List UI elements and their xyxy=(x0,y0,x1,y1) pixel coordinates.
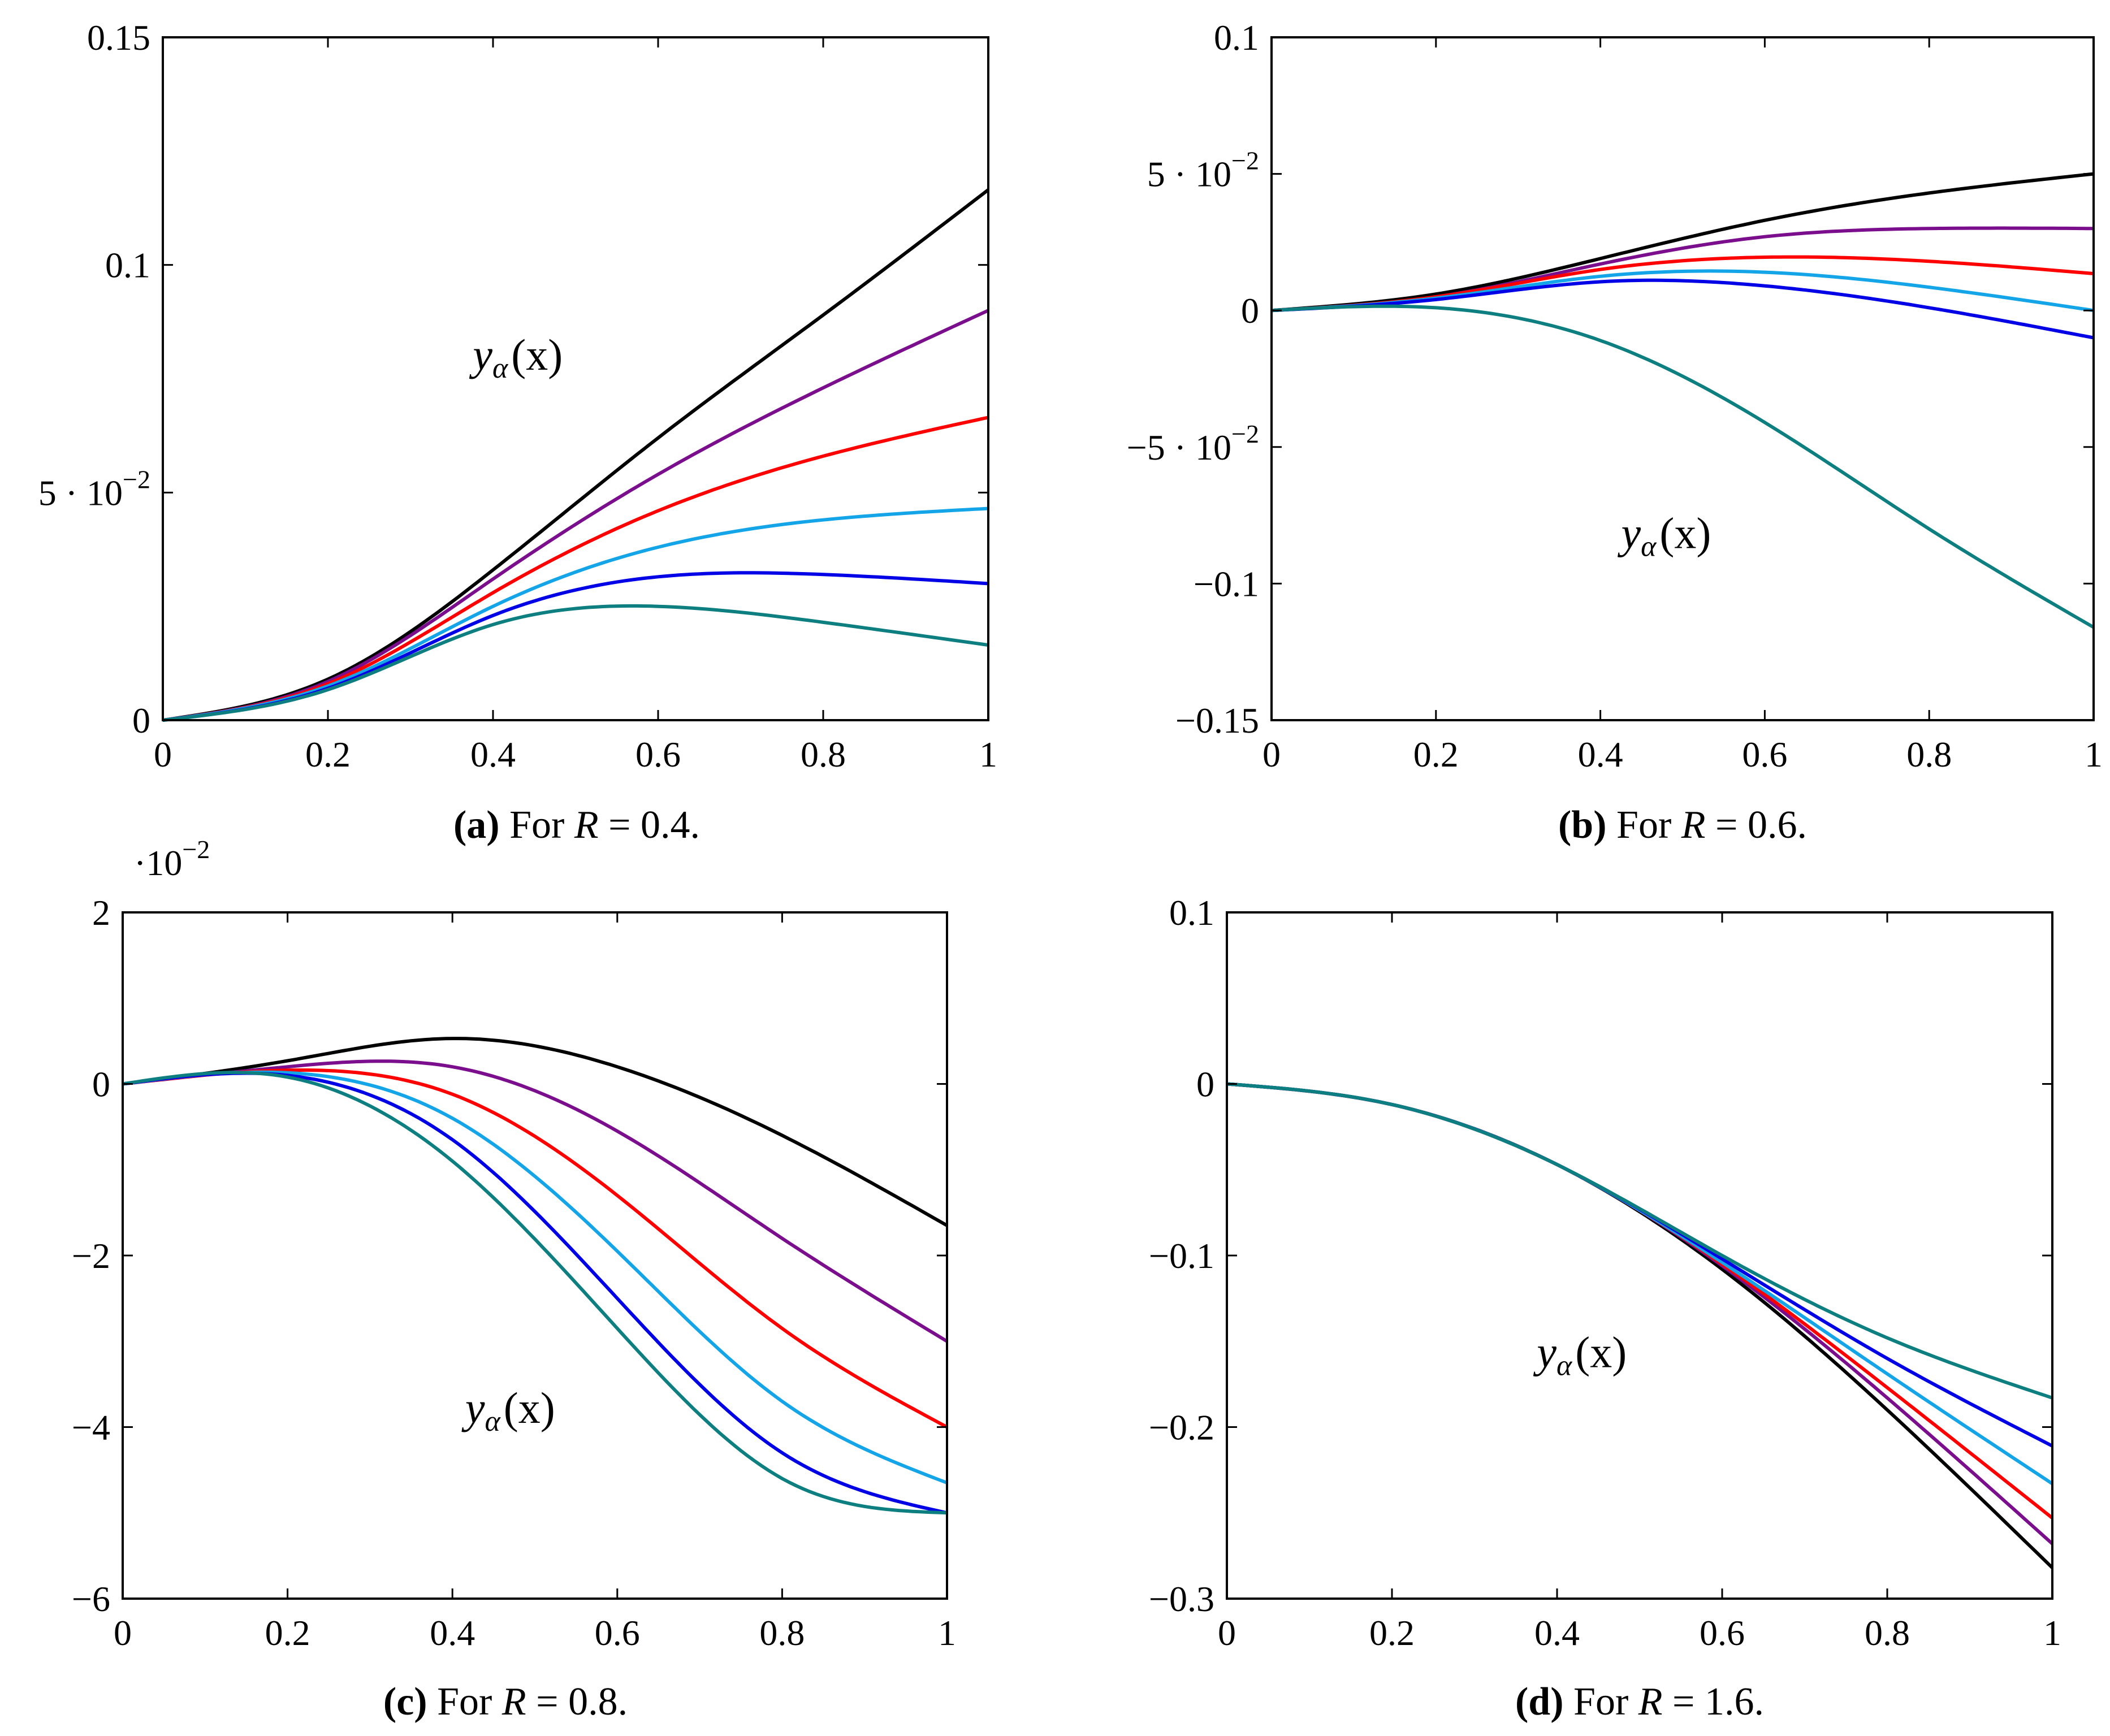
series-line-blue xyxy=(1226,1082,2053,1448)
x-tick-label: 0.6 xyxy=(595,1613,640,1653)
subfigure-caption: (d) For R = 1.6. xyxy=(1515,1680,1764,1724)
y-tick-label: −6 xyxy=(72,1579,110,1619)
series-line-blue xyxy=(122,1071,948,1515)
x-tick-label: 1 xyxy=(938,1613,956,1653)
x-tick-label: 0 xyxy=(1218,1613,1236,1653)
chart-c: 0 0.2 0.4 0.6 0.8 1 −6 −4 −2 0 2 ·10−2 yα(x) (c) For … xyxy=(72,835,956,1724)
y-tick-label: 0.1 xyxy=(1169,893,1214,933)
series-line-teal xyxy=(1226,1082,2053,1400)
series-line-teal xyxy=(162,604,989,722)
plot-frame xyxy=(1270,36,2095,721)
y-tick-label: −0.15 xyxy=(1175,700,1259,741)
x-tick-label: 0.8 xyxy=(1865,1613,1910,1653)
y-tick-label: 0.1 xyxy=(105,245,150,285)
series-line-purple xyxy=(122,1059,948,1343)
x-tick-label: 0.6 xyxy=(635,734,681,774)
series-line-cyan xyxy=(162,506,989,722)
series-line-black xyxy=(1271,172,2094,313)
x-tick-label: 0.2 xyxy=(305,734,351,774)
chart-d: 0 0.2 0.4 0.6 0.8 1 −0.3 −0.2 −0.1 0 0.1 yα(x) (d) F… xyxy=(1149,893,2061,1724)
y-tick-label: 0.1 xyxy=(1214,18,1259,58)
x-tick-label: 0.6 xyxy=(1700,1613,1745,1653)
y-tick-label: −0.2 xyxy=(1149,1408,1214,1448)
series-line-cyan xyxy=(1226,1082,2053,1486)
series-line-black xyxy=(122,1037,948,1227)
y-tick-label: −0.3 xyxy=(1149,1579,1214,1619)
x-tick-label: 0.4 xyxy=(430,1613,475,1653)
series-line-black xyxy=(1226,1082,2054,1569)
y-tick-label: 0 xyxy=(1196,1064,1214,1105)
x-tick-label: 0.2 xyxy=(1413,734,1459,774)
x-tick-label: 0 xyxy=(114,1613,132,1653)
subfigure-caption: (a) For R = 0.4. xyxy=(453,803,700,847)
curve-annotation: yα(x) xyxy=(1533,1327,1627,1382)
chart-a: 0 0.2 0.4 0.6 0.8 1 0 5 · 10−2 0.1 0.15 yα(x) (a) F… xyxy=(38,18,997,847)
x-tick-label: 0.4 xyxy=(470,734,516,774)
x-tick-label: 0.6 xyxy=(1742,734,1787,774)
series-line-teal xyxy=(122,1071,948,1515)
series-line-red xyxy=(1226,1082,2053,1519)
x-tick-label: 1 xyxy=(2085,734,2103,774)
y-tick-label: 2 xyxy=(92,893,110,933)
series-line-red xyxy=(162,415,989,722)
y-tick-label: 5 · 10−2 xyxy=(1147,146,1259,194)
x-tick-label: 1 xyxy=(2043,1613,2061,1653)
series-line-blue xyxy=(1271,278,2094,340)
x-tick-label: 0.2 xyxy=(265,1613,310,1653)
x-tick-label: 0.2 xyxy=(1369,1613,1415,1653)
x-tick-label: 0.8 xyxy=(801,734,846,774)
x-tick-label: 0.8 xyxy=(1906,734,1952,774)
plot-frame xyxy=(162,36,989,721)
subfigure-caption: (c) For R = 0.8. xyxy=(383,1680,628,1724)
series-line-purple xyxy=(1226,1082,2053,1545)
y-tick-label: −5 · 10−2 xyxy=(1127,419,1259,467)
y-tick-label: 0 xyxy=(1241,291,1259,331)
x-tick-label: 0.4 xyxy=(1578,734,1623,774)
curve-annotation: yα(x) xyxy=(469,330,563,384)
y-tick-label: 0 xyxy=(92,1064,110,1105)
x-tick-label: 1 xyxy=(979,734,997,774)
y-tick-label: −0.1 xyxy=(1149,1236,1214,1276)
series-line-black xyxy=(162,188,989,722)
curve-annotation: yα(x) xyxy=(461,1383,555,1438)
series-line-teal xyxy=(1271,304,2095,629)
x-tick-label: 0.4 xyxy=(1534,1613,1580,1653)
y-tick-label: 0.15 xyxy=(87,18,150,58)
y-tick-label: 0 xyxy=(132,700,150,741)
y-tick-label: 5 · 10−2 xyxy=(38,465,150,513)
plot-frame xyxy=(1226,911,2053,1600)
x-tick-label: 0 xyxy=(1262,734,1281,774)
x-tick-label: 0.8 xyxy=(759,1613,805,1653)
subfigure-caption: (b) For R = 0.6. xyxy=(1558,803,1807,847)
curve-annotation: yα(x) xyxy=(1617,509,1711,563)
y-tick-label: −4 xyxy=(72,1408,110,1448)
chart-b: 0 0.2 0.4 0.6 0.8 1 −0.15 −0.1 −5 · 10−2 0 5 · 10−… xyxy=(1127,18,2103,847)
x-tick-label: 0 xyxy=(154,734,172,774)
axis-multiplier-label: ·10−2 xyxy=(134,835,210,883)
y-tick-label: −2 xyxy=(72,1236,110,1276)
series-line-red xyxy=(122,1068,948,1429)
y-tick-label: −0.1 xyxy=(1194,564,1259,604)
